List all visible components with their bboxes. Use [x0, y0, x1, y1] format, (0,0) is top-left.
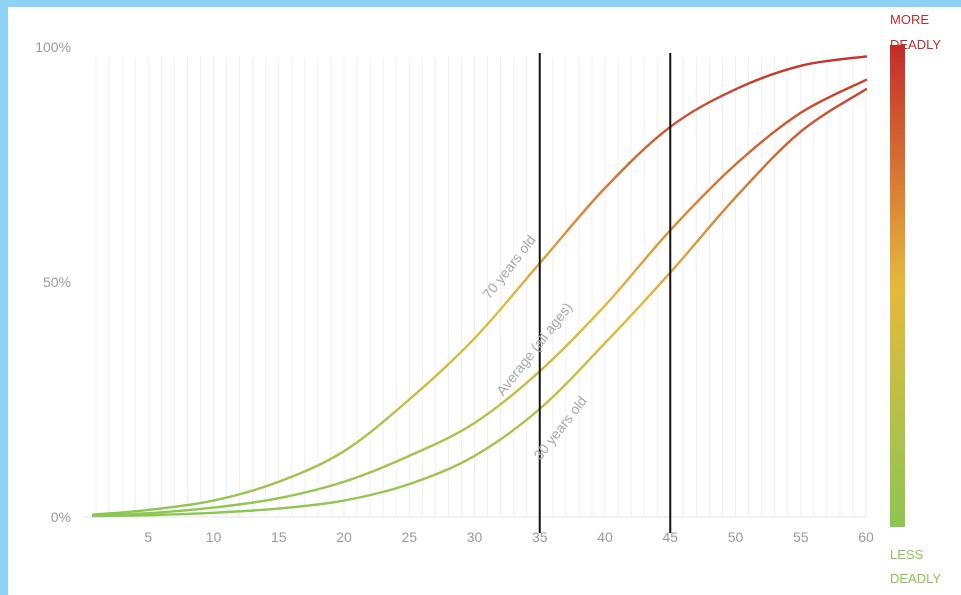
x-tick-label: 55 — [793, 529, 809, 545]
color-scale-bar — [890, 45, 905, 527]
x-tick-label: 25 — [401, 529, 417, 545]
lethality-line-chart: 0% 50% 100% 5 10 15 20 25 30 35 40 45 50 55 60 70 yea… — [35, 12, 941, 586]
x-tick-label: 5 — [144, 529, 152, 545]
deadliness-color-scale: MORE DEADLY LESS DEADLY — [890, 12, 941, 586]
scale-bottom-label-line2: DEADLY — [890, 571, 941, 586]
y-tick-label: 50% — [43, 274, 71, 290]
series-label: 70 years old — [479, 232, 539, 302]
x-tick-label: 30 — [467, 529, 483, 545]
x-tick-label: 10 — [206, 529, 222, 545]
x-tick-label: 50 — [728, 529, 744, 545]
x-tick-label: 45 — [662, 529, 678, 545]
scale-top-label-line2: DEADLY — [890, 37, 941, 52]
series-lines — [91, 55, 868, 518]
x-tick-label: 60 — [858, 529, 874, 545]
x-axis-ticks: 5 10 15 20 25 30 35 40 45 50 55 60 — [144, 529, 874, 545]
series-line-1 — [91, 78, 868, 517]
series-line-0 — [91, 55, 868, 516]
chart-frame: 0% 50% 100% 5 10 15 20 25 30 35 40 45 50 55 60 70 yea… — [8, 7, 961, 595]
x-tick-label: 20 — [336, 529, 352, 545]
scale-bottom-label-line1: LESS — [890, 547, 924, 562]
y-axis-ticks: 0% 50% 100% — [35, 39, 71, 525]
y-tick-label: 0% — [51, 509, 71, 525]
vertical-markers — [538, 53, 672, 533]
grid-lines — [83, 57, 867, 518]
scale-top-label-line1: MORE — [890, 12, 929, 27]
x-tick-label: 15 — [271, 529, 287, 545]
series-line-2 — [91, 88, 868, 518]
y-tick-label: 100% — [35, 39, 71, 55]
x-tick-label: 40 — [597, 529, 613, 545]
x-tick-label: 35 — [532, 529, 548, 545]
